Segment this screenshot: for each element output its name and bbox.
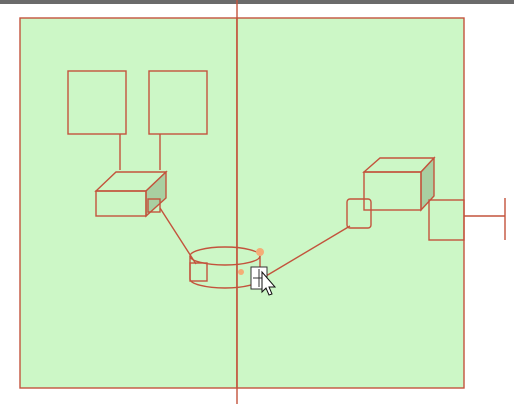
pointer-arrow-icon [261, 270, 277, 296]
right-box-front-face [363, 171, 422, 211]
move-cursor-icon [250, 266, 277, 296]
selection-handle-top[interactable] [256, 248, 264, 256]
right-box-port[interactable] [346, 198, 372, 229]
right-3d-box[interactable] [346, 156, 436, 229]
left-3d-box[interactable] [94, 170, 168, 218]
right-frame[interactable] [236, 17, 465, 389]
left-box-port[interactable] [147, 198, 161, 213]
rectangle-top-left[interactable] [67, 70, 127, 135]
left-box-front-face [95, 190, 147, 217]
top-bar [0, 0, 514, 4]
connector-line-right[interactable] [265, 225, 351, 277]
left-frame[interactable] [19, 17, 238, 389]
rectangle-top-right[interactable] [148, 70, 208, 135]
cylinder-port[interactable] [189, 262, 208, 282]
selection-handle-mid[interactable] [238, 269, 244, 275]
external-port[interactable] [428, 199, 465, 241]
